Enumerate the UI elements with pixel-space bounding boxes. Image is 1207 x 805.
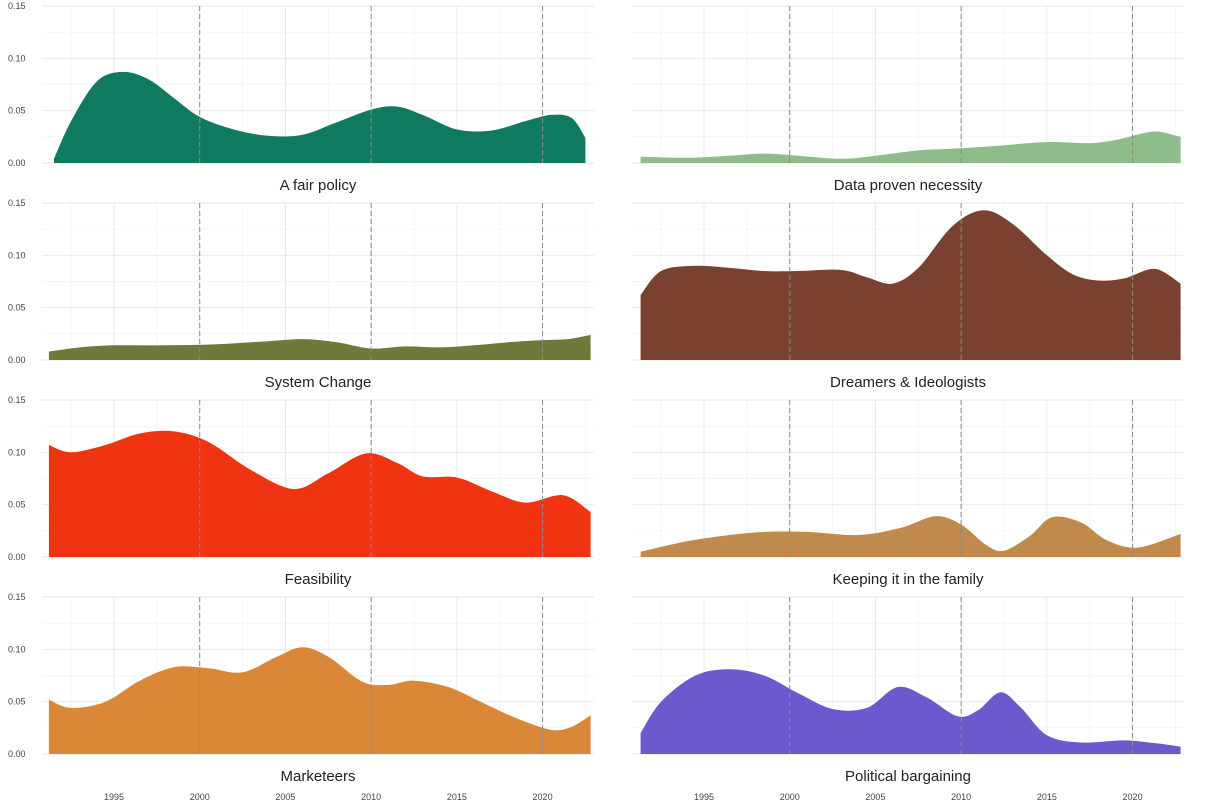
x-tick-label: 2005 [865, 792, 885, 802]
y-tick-label: 0.15 [8, 395, 26, 405]
panel-3: 0.00 0.05 0.10 0.15 System Change [8, 198, 594, 391]
area-series [640, 131, 1181, 163]
y-tick-label: 0.05 [8, 106, 26, 116]
x-tick-label: 2020 [533, 792, 553, 802]
area-series [48, 334, 591, 360]
panel-title: Dreamers & Ideologists [830, 374, 986, 391]
y-tick-label: 0.00 [8, 552, 26, 562]
y-tick-label: 0.10 [8, 250, 26, 260]
panel-title: Marketeers [280, 768, 355, 785]
panel-6: Keeping it in the family [632, 399, 1184, 588]
area-series [48, 430, 591, 557]
area-series [48, 647, 591, 754]
y-tick-label: 0.15 [8, 592, 26, 602]
area-series [640, 669, 1181, 754]
y-tick-label: 0.15 [8, 1, 26, 11]
panel-title: A fair policy [280, 177, 357, 194]
y-tick-label: 0.00 [8, 158, 26, 168]
y-tick-label: 0.00 [8, 749, 26, 759]
area-series [640, 210, 1181, 360]
y-tick-label: 0.10 [8, 447, 26, 457]
area-series [640, 516, 1181, 557]
panel-2: Data proven necessity [632, 5, 1184, 194]
x-tick-label: 2015 [447, 792, 467, 802]
x-tick-label: 2000 [190, 792, 210, 802]
y-tick-label: 0.15 [8, 198, 26, 208]
x-tick-label: 2015 [1037, 792, 1057, 802]
panel-title: System Change [265, 374, 372, 391]
x-tick-label: 2010 [951, 792, 971, 802]
panel-1: 0.00 0.05 0.10 0.15 A fair policy [8, 1, 594, 194]
x-tick-label: 2000 [780, 792, 800, 802]
panel-title: Feasibility [285, 571, 352, 588]
panel-title: Keeping it in the family [833, 571, 984, 588]
panel-title: Data proven necessity [834, 177, 983, 194]
panel-7: 0.00 0.05 0.10 0.15 1995 2000 2005 2010 2015 2020… [8, 592, 594, 802]
x-tick-label: 2005 [275, 792, 295, 802]
x-tick-label: 2010 [361, 792, 381, 802]
panel-5: 0.00 0.05 0.10 0.15 Feasibility [8, 395, 594, 588]
area-series [54, 71, 586, 163]
panel-title: Political bargaining [845, 768, 971, 785]
panel-8: 1995 2000 2005 2010 2015 2020 Political bargai… [632, 596, 1184, 802]
y-tick-label: 0.05 [8, 500, 26, 510]
y-tick-label: 0.10 [8, 53, 26, 63]
x-tick-label: 1995 [104, 792, 124, 802]
y-tick-label: 0.05 [8, 697, 26, 707]
y-tick-label: 0.00 [8, 355, 26, 365]
panel-4: Dreamers & Ideologists [632, 202, 1184, 391]
x-tick-label: 2020 [1123, 792, 1143, 802]
y-tick-label: 0.10 [8, 644, 26, 654]
y-tick-label: 0.05 [8, 303, 26, 313]
x-tick-label: 1995 [694, 792, 714, 802]
